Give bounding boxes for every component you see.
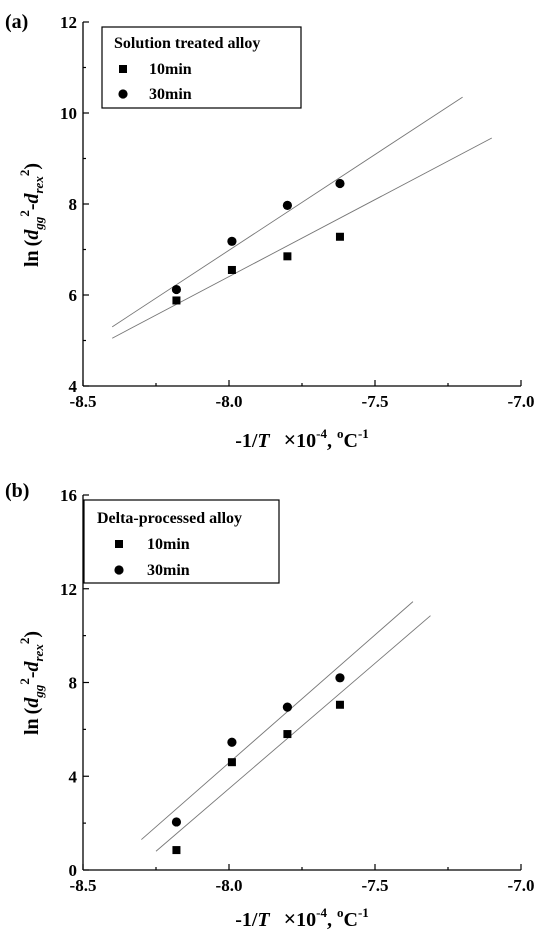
legend-square-marker <box>115 540 123 548</box>
fit-line-30min <box>141 601 414 840</box>
y-tick-label: 12 <box>60 13 77 32</box>
panel-label: (a) <box>5 11 28 33</box>
legend-title: Solution treated alloy <box>114 35 260 52</box>
legend-label-10min: 10min <box>147 536 190 553</box>
data-point-circle <box>227 236 237 246</box>
x-tick-label: -8.5 <box>70 392 97 411</box>
x-tick-label: -7.0 <box>508 392 535 411</box>
x-tick-label: -8.0 <box>216 876 243 895</box>
legend-box <box>101 26 302 109</box>
data-point-square <box>335 700 344 709</box>
x-tick-label: -8.0 <box>216 392 243 411</box>
y-tick-label: 12 <box>60 580 77 599</box>
legend-circle-marker <box>118 89 128 99</box>
legend: Solution treated alloy 10min 30min <box>101 26 302 109</box>
axes: -8.5 -8.0 -7.5 -7.0 0 4 8 12 16 <box>60 486 534 895</box>
data-point-square <box>172 846 181 855</box>
panel-b: (b) -8.5 -8.0 -7.5 -7.0 0 4 8 12 16 Delta-proces… <box>5 480 534 931</box>
fit-line-10min <box>155 615 431 852</box>
legend-label-10min: 10min <box>149 61 192 78</box>
y-tick-label: 8 <box>69 674 78 693</box>
x-axis-title: -1/T ×10-4, oC-1 <box>235 905 369 931</box>
data-point-circle <box>282 702 292 712</box>
legend-title: Delta-processed alloy <box>97 510 242 527</box>
legend-label-30min: 30min <box>149 86 192 103</box>
fit-line-10min <box>111 137 493 339</box>
data-point-square <box>227 758 236 767</box>
x-tick-label: -7.5 <box>362 392 389 411</box>
y-tick-label: 10 <box>60 104 77 123</box>
fit-lines <box>141 601 431 852</box>
svg-text:ln(dgg2-drex2): ln(dgg2-drex2) <box>17 631 46 735</box>
data-point-square <box>283 252 292 261</box>
data-point-circle <box>227 737 237 747</box>
data-points <box>171 673 345 855</box>
y-axis-title: ln(dgg2-drex2) <box>17 163 46 267</box>
data-point-circle <box>171 284 182 295</box>
y-tick-label: 8 <box>69 195 78 214</box>
y-tick-label: 0 <box>69 861 78 880</box>
x-axis-title: -1/T ×10-4, oC-1 <box>235 426 369 452</box>
y-tick-label: 4 <box>69 377 78 396</box>
data-points <box>171 178 345 305</box>
data-point-square <box>335 232 344 241</box>
data-point-square <box>283 730 292 739</box>
fit-lines <box>111 96 493 339</box>
legend-square-marker <box>119 65 127 73</box>
data-point-circle <box>282 200 292 210</box>
data-point-circle <box>335 178 345 189</box>
data-point-square <box>227 265 236 274</box>
legend: Delta-processed alloy 10min 30min <box>83 499 280 584</box>
y-tick-label: 16 <box>60 486 77 505</box>
x-tick-label: -7.5 <box>362 876 389 895</box>
x-tick-label: -7.0 <box>508 876 535 895</box>
data-point-circle <box>335 673 345 683</box>
axes: -8.5 -8.0 -7.5 -7.0 4 6 8 10 12 <box>60 13 534 411</box>
y-tick-label: 4 <box>69 767 78 786</box>
y-axis-title: ln(dgg2-drex2) <box>17 631 46 735</box>
svg-text:-1/T×10-4, oC-1: -1/T ×10-4, oC-1 <box>235 426 369 452</box>
svg-text:ln(dgg2-drex2): ln(dgg2-drex2) <box>17 163 46 267</box>
x-tick-label: -8.5 <box>70 876 97 895</box>
fit-line-30min <box>111 96 463 328</box>
panel-label: (b) <box>5 480 29 502</box>
svg-text:-1/T×10-4, oC-1: -1/T ×10-4, oC-1 <box>235 905 369 931</box>
legend-label-30min: 30min <box>147 562 190 579</box>
data-point-square <box>172 296 181 305</box>
panel-a: (a) -8.5 -8.0 -7.5 -7.0 4 6 8 10 12 Solution tre… <box>5 11 534 452</box>
y-tick-label: 6 <box>69 286 78 305</box>
data-point-circle <box>171 817 182 827</box>
legend-circle-marker <box>114 565 124 575</box>
